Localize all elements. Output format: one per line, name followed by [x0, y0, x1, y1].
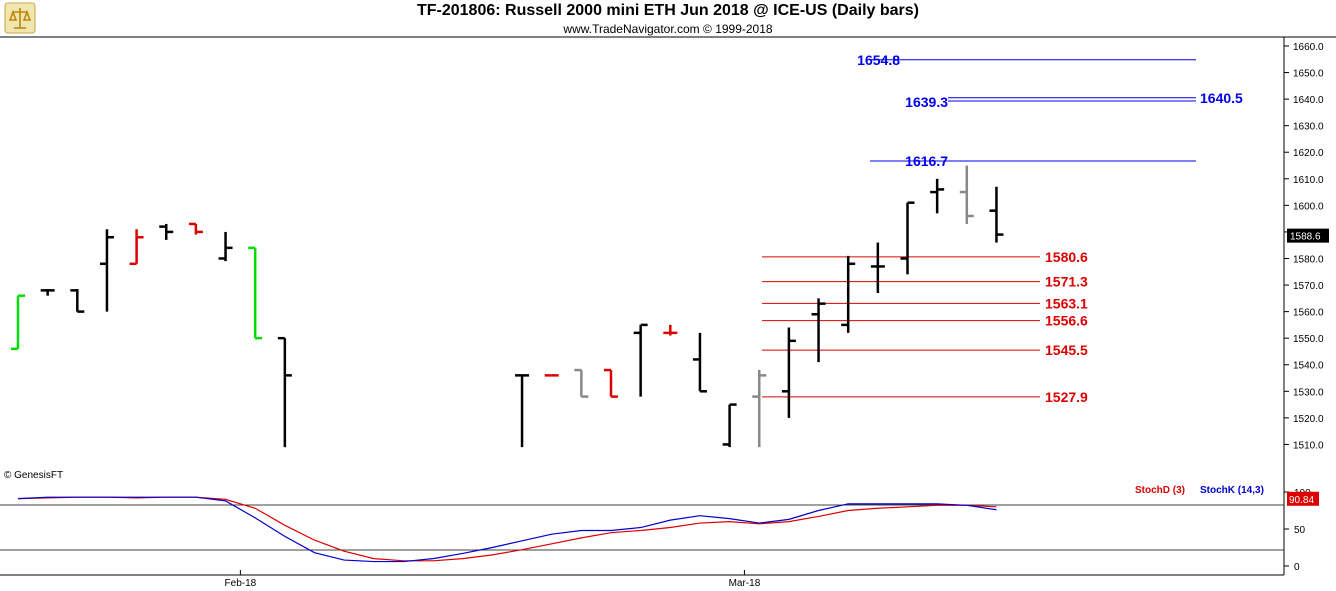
ohlc-bar [188, 222, 203, 235]
y-tick-label: 1640.0 [1293, 95, 1324, 106]
stoch-tick-label: 0 [1294, 562, 1300, 573]
fib-level-label-red: 1545.5 [1045, 342, 1088, 358]
ohlc-bar [989, 186, 1004, 243]
ohlc-bar [574, 368, 589, 398]
y-tick-label: 1550.0 [1293, 334, 1324, 345]
ohlc-bar [663, 324, 678, 336]
y-tick-label: 1630.0 [1293, 122, 1324, 133]
y-tick-label: 1540.0 [1293, 361, 1324, 372]
fib-level-label-red: 1556.6 [1045, 313, 1088, 329]
ohlc-bar [870, 242, 885, 294]
stochk-legend: StochK (14,3) [1200, 485, 1264, 496]
ohlc-bar [99, 229, 114, 312]
fib-level-label-red: 1580.6 [1045, 249, 1088, 265]
y-tick-label: 1650.0 [1293, 69, 1324, 80]
ohlc-bar [752, 370, 767, 448]
y-tick-label: 1530.0 [1293, 387, 1324, 398]
fib-level-label-blue: 1616.7 [905, 153, 948, 169]
ohlc-bar [811, 298, 826, 363]
stochk-line [17, 496, 997, 563]
ohlc-bar [781, 327, 796, 418]
ohlc-bar [722, 403, 737, 448]
ohlc-bar [129, 229, 144, 266]
x-tick-label: Feb-18 [225, 578, 257, 589]
chart-title: TF-201806: Russell 2000 mini ETH Jun 201… [416, 2, 919, 19]
stoch-tick-label: 50 [1294, 525, 1306, 536]
ohlc-bar [70, 289, 85, 313]
ohlc-bar [40, 289, 55, 296]
ohlc-bar [959, 165, 974, 224]
y-tick-label: 1570.0 [1293, 281, 1324, 292]
ohlc-bar [218, 231, 233, 262]
ohlc-bar [900, 201, 915, 275]
ohlc-bar [277, 336, 292, 448]
y-tick-label: 1600.0 [1293, 201, 1324, 212]
fib-level-label-blue: 1640.5 [1200, 90, 1243, 106]
last-price-box [1287, 228, 1329, 243]
ohlc-bar [841, 255, 856, 333]
y-tick-label: 1510.0 [1293, 440, 1324, 451]
x-tick-label: Mar-18 [729, 578, 761, 589]
ohlc-bar [930, 178, 945, 214]
fib-level-label-blue: 1639.3 [905, 94, 948, 110]
fib-level-label-red: 1527.9 [1045, 389, 1088, 405]
y-tick-label: 1620.0 [1293, 148, 1324, 159]
watermark-text: © GenesisFT [4, 470, 63, 481]
fib-level-label-red: 1563.1 [1045, 295, 1088, 311]
fib-level-label-blue: 1654.8 [857, 52, 900, 68]
ohlc-bar [248, 246, 263, 340]
chart-subtitle: www.TradeNavigator.com © 1999-2018 [563, 22, 773, 36]
stoch-readout-box [1287, 491, 1319, 506]
ohlc-bar [633, 323, 648, 397]
y-tick-label: 1610.0 [1293, 175, 1324, 186]
ohlc-bar [515, 374, 530, 448]
stochd-line [17, 496, 997, 562]
ohlc-bar [692, 332, 707, 393]
fib-level-label-red: 1571.3 [1045, 274, 1088, 290]
ohlc-bar [11, 294, 25, 351]
stochd-legend: StochD (3) [1135, 485, 1185, 496]
ohlc-bar [604, 368, 618, 398]
last-price-label: 1588.6 [1290, 232, 1321, 243]
y-tick-label: 1560.0 [1293, 308, 1324, 319]
y-tick-label: 1580.0 [1293, 254, 1324, 265]
stoch-readout-label: 90.84 [1289, 495, 1314, 506]
y-tick-label: 1520.0 [1293, 414, 1324, 425]
y-tick-label: 1660.0 [1293, 42, 1324, 53]
trade-navigator-logo [4, 2, 36, 34]
ohlc-bar [159, 223, 174, 240]
